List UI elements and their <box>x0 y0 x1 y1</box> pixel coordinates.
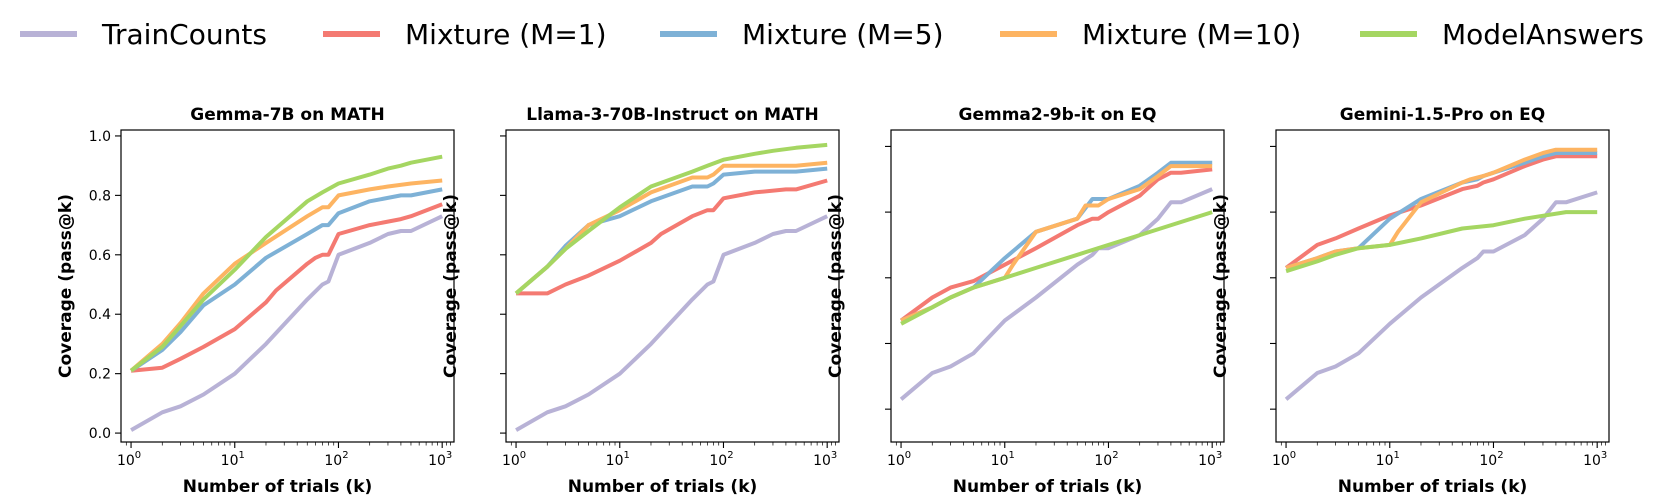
y-axis-label: Coverage (pass@k) <box>826 194 846 378</box>
legend-label: TrainCounts <box>101 18 267 51</box>
x-tick-label: 101 <box>1376 450 1400 469</box>
panel-title: Gemma2-9b-it on EQ <box>959 105 1157 125</box>
panel-title: Llama-3-70B-Instruct on MATH <box>526 105 819 125</box>
plot-frame <box>120 129 455 443</box>
series-line-traincounts <box>1284 190 1598 401</box>
series-line-mixture-m-5 <box>129 187 443 373</box>
x-tick-label: 100 <box>887 450 911 469</box>
x-tick-label: 102 <box>709 450 733 469</box>
panel-gemma-7b-on-math: Gemma-7B on MATH 100 101 102 103 0.0 0.2 0.4 0.6… <box>56 105 455 497</box>
panel-llama-3-70b-instruct-on-math: Llama-3-70B-Instruct on MATH 100 101 102 103… <box>441 105 840 497</box>
y-tick-label: 0.0 <box>89 426 111 442</box>
x-tick-label: 102 <box>1094 450 1118 469</box>
x-tick-label: 100 <box>1272 450 1296 469</box>
y-tick-label: 0.8 <box>89 188 111 204</box>
legend-label: Mixture (M=5) <box>742 18 944 51</box>
legend-item-mixture-m-1: Mixture (M=1) <box>323 18 607 51</box>
panel-title: Gemini-1.5-Pro on EQ <box>1340 105 1545 125</box>
series-line-traincounts <box>515 214 829 432</box>
legend-label: Mixture (M=10) <box>1082 18 1301 51</box>
x-tick-label: 100 <box>117 450 141 469</box>
y-axis-label: Coverage (pass@k) <box>1211 194 1231 378</box>
x-tick-label: 102 <box>324 450 348 469</box>
y-tick-label: 1.0 <box>89 129 111 145</box>
panel-gemma2-9b-it-on-eq: Gemma2-9b-it on EQ 100 101 102 103 Number of … <box>826 105 1225 497</box>
series-line-mixture-m-10 <box>129 178 443 373</box>
panel-gemini-1-5-pro-on-eq: Gemini-1.5-Pro on EQ 100 101 102 103 Number o… <box>1211 105 1610 497</box>
y-axis-label: Coverage (pass@k) <box>441 194 461 378</box>
plot-frame <box>890 129 1225 443</box>
series-lines <box>514 142 829 432</box>
legend-item-mixture-m-10: Mixture (M=10) <box>1000 18 1301 51</box>
x-tick-label: 103 <box>1583 450 1607 469</box>
series-line-mixture-m-1 <box>1284 154 1598 270</box>
series-line-modelanswers <box>514 142 828 295</box>
series-lines <box>129 154 444 432</box>
legend-item-mixture-m-5: Mixture (M=5) <box>660 18 944 51</box>
legend-item-modelanswers: ModelAnswers <box>1360 18 1644 51</box>
x-tick-label: 103 <box>1198 450 1222 469</box>
series-line-modelanswers <box>900 210 1213 326</box>
x-tick-label: 101 <box>991 450 1015 469</box>
x-axis-label: Number of trials (k) <box>568 477 758 497</box>
chart-panels: Gemma-7B on MATH 100 101 102 103 0.0 0.2 0.4 0.6… <box>56 105 1610 497</box>
series-lines <box>1284 147 1598 401</box>
x-tick-label: 103 <box>428 450 452 469</box>
series-line-mixture-m-1 <box>899 167 1213 323</box>
series-lines <box>899 160 1213 401</box>
panel-title: Gemma-7B on MATH <box>190 105 384 125</box>
plot-frame <box>1275 129 1610 443</box>
series-line-modelanswers <box>1285 210 1598 274</box>
y-tick-label: 0.6 <box>89 248 111 264</box>
x-axis-label: Number of trials (k) <box>183 477 373 497</box>
legend: TrainCounts Mixture (M=1) Mixture (M=5) Mix… <box>20 18 1644 51</box>
x-axis-label: Number of trials (k) <box>1338 477 1528 497</box>
x-tick-label: 101 <box>606 450 630 469</box>
legend-label: ModelAnswers <box>1442 18 1644 51</box>
series-line-modelanswers <box>129 154 443 373</box>
series-line-mixture-m-1 <box>130 202 443 373</box>
series-line-traincounts <box>899 187 1213 401</box>
x-tick-label: 103 <box>813 450 837 469</box>
legend-item-traincounts: TrainCounts <box>20 18 267 51</box>
x-tick-label: 102 <box>1479 450 1503 469</box>
legend-label: Mixture (M=1) <box>405 18 607 51</box>
plot-frame <box>505 129 840 443</box>
y-tick-label: 0.4 <box>89 307 111 323</box>
x-tick-label: 100 <box>502 450 526 469</box>
series-line-mixture-m-1 <box>516 178 828 296</box>
x-axis-label: Number of trials (k) <box>953 477 1143 497</box>
y-axis-label: Coverage (pass@k) <box>56 194 76 378</box>
series-line-mixture-m-5 <box>514 166 828 295</box>
x-tick-label: 101 <box>221 450 245 469</box>
series-line-traincounts <box>130 214 444 432</box>
y-tick-label: 0.2 <box>89 367 111 383</box>
